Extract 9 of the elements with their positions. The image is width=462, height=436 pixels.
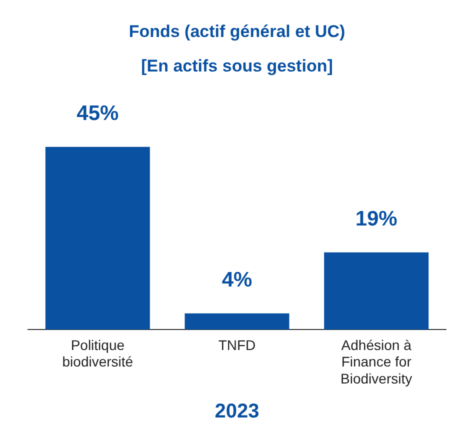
x-tick-label: Adhésion à Finance for Biodiversity (340, 336, 412, 386)
chart-subtitle: [En actifs sous gestion] (141, 56, 333, 76)
chart-title: Fonds (actif général et UC) (128, 22, 346, 41)
x-tick-label: Politique biodiversité (62, 336, 134, 370)
x-axis-title: 2023 (214, 400, 260, 423)
data-label: 4% (222, 268, 252, 292)
data-label: 19% (355, 208, 398, 231)
data-label: 45% (76, 102, 120, 126)
x-tick-label: TNFD (218, 336, 256, 353)
